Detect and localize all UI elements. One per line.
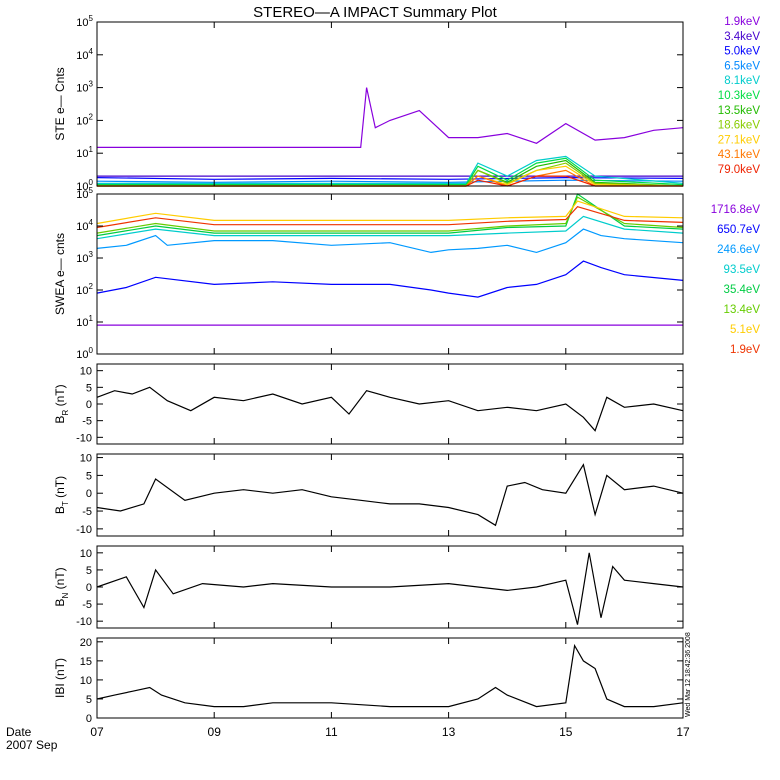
y-tick-label: 101 xyxy=(76,314,93,329)
y-tick-label: 102 xyxy=(76,282,93,297)
y-tick-label: -5 xyxy=(82,416,92,428)
y-tick-label: 10 xyxy=(80,366,92,378)
legend-entry: 13.5keV xyxy=(718,105,761,117)
y-tick-label: -5 xyxy=(82,599,92,611)
series-line xyxy=(96,643,684,708)
series-line xyxy=(97,87,684,148)
y-tick-label: -10 xyxy=(76,616,92,628)
legend-entry: 35.4eV xyxy=(724,284,761,296)
panel-frame xyxy=(96,363,684,445)
series-line xyxy=(96,463,684,527)
legend-entry: 93.5eV xyxy=(724,264,761,276)
panel-frame xyxy=(96,21,684,187)
x-tick-label: 11 xyxy=(325,725,338,739)
series-line xyxy=(97,175,683,187)
y-tick-label: 0 xyxy=(86,713,92,725)
legend-entry: 79.0keV xyxy=(718,164,761,176)
y-tick-label: 5 xyxy=(86,565,92,577)
y-tick-label: 5 xyxy=(86,382,92,394)
series-line xyxy=(96,386,684,432)
y-axis-label: BR (nT) xyxy=(53,384,70,423)
y-tick-label: -10 xyxy=(76,524,92,536)
x-tick-label: 13 xyxy=(442,725,456,739)
y-tick-label: 0 xyxy=(86,399,92,411)
legend-entry: 5.0keV xyxy=(724,46,760,58)
y-tick-label: 103 xyxy=(76,250,93,265)
y-tick-label: 100 xyxy=(76,178,93,193)
series-line xyxy=(97,155,684,184)
panel-5: -10 -5 0 5 10 BN (nT) xyxy=(53,545,684,629)
series-line xyxy=(96,176,684,180)
legend-entry: 6.5keV xyxy=(724,60,760,72)
y-tick-label: 10 xyxy=(80,548,92,560)
y-tick-label: 101 xyxy=(76,145,93,160)
panel-6: 0 5 10 15 20 IBI (nT) xyxy=(53,637,684,725)
series-line xyxy=(96,193,684,237)
y-axis-label: BN (nT) xyxy=(53,567,70,606)
y-tick-label: 100 xyxy=(76,346,93,361)
y-tick-label: 10 xyxy=(80,453,92,465)
y-tick-label: 103 xyxy=(76,80,93,95)
y-tick-label: 0 xyxy=(86,488,92,500)
legend-entry: 5.1eV xyxy=(730,324,760,336)
legend-entry: 1.9eV xyxy=(730,344,760,356)
y-tick-label: 102 xyxy=(76,112,93,127)
x-tick-label: 09 xyxy=(208,725,222,739)
panel-frame xyxy=(96,453,684,537)
legend-entry: 3.4keV xyxy=(724,31,760,43)
y-tick-label: 15 xyxy=(80,656,92,668)
y-tick-label: 105 xyxy=(76,186,93,201)
x-tick-label: 17 xyxy=(676,725,690,739)
y-tick-label: -5 xyxy=(82,506,92,518)
legend-entry: 13.4eV xyxy=(724,304,761,316)
panel-3: -10 -5 0 5 10 BR (nT) xyxy=(53,363,684,445)
timestamp-label: Wed Mar 12 18:42:36 2008 xyxy=(685,632,692,717)
series-line xyxy=(96,196,684,234)
series-line xyxy=(96,228,684,254)
y-tick-label: 5 xyxy=(86,694,92,706)
legend-entry: 8.1keV xyxy=(724,75,760,87)
period-label: 2007 Sep xyxy=(6,738,58,752)
y-tick-label: 10 xyxy=(80,675,92,687)
panel-4: -10 -5 0 5 10 BT (nT) xyxy=(53,453,684,537)
series-line xyxy=(96,552,684,625)
legend-entry: 650.7eV xyxy=(717,224,760,236)
panel-frame xyxy=(96,193,684,355)
x-tick-label: 07 xyxy=(90,725,104,739)
y-axis-label: STE e— Cnts xyxy=(53,67,67,140)
y-tick-label: 20 xyxy=(80,637,92,649)
legend-entry: 10.3keV xyxy=(718,90,761,102)
legend-entry: 1716.8eV xyxy=(711,204,761,216)
y-tick-label: 0 xyxy=(86,582,92,594)
figure-title: STEREO—A IMPACT Summary Plot xyxy=(253,4,497,21)
y-axis-label: BT (nT) xyxy=(53,476,70,514)
legend-entry: 246.6eV xyxy=(717,244,760,256)
series-line xyxy=(96,260,684,298)
y-tick-label: 105 xyxy=(76,14,93,29)
x-axis: 07 09 11 13 15 17 xyxy=(90,725,690,739)
panels: 1.9keV 3.4keV 5.0keV 6.5keV 8.1keV 10.3keV 13.… xyxy=(53,14,760,725)
panel-2: 1716.8eV 650.7eV 246.6eV 93.5eV 35.4eV 13.4eV… xyxy=(53,186,760,361)
legend-entry: 27.1keV xyxy=(718,134,761,146)
panel-1: 1.9keV 3.4keV 5.0keV 6.5keV 8.1keV 10.3keV 13.… xyxy=(53,14,760,193)
legend-entry: 43.1keV xyxy=(718,149,761,161)
legend-entry: 1.9keV xyxy=(724,16,760,28)
series-line xyxy=(96,215,684,240)
y-tick-label: -10 xyxy=(76,432,92,444)
y-tick-label: 104 xyxy=(76,47,93,62)
y-tick-label: 5 xyxy=(86,470,92,482)
legend-entry: 18.6keV xyxy=(718,120,761,132)
y-axis-label: IBI (nT) xyxy=(53,658,67,698)
panel-frame xyxy=(96,637,684,719)
series-line xyxy=(97,157,684,186)
date-label: Date xyxy=(6,725,32,739)
y-tick-label: 104 xyxy=(76,218,93,233)
x-tick-label: 15 xyxy=(559,725,573,739)
y-axis-label: SWEA e— cnts xyxy=(53,233,67,315)
series-line xyxy=(96,206,684,229)
series-line xyxy=(96,200,684,225)
